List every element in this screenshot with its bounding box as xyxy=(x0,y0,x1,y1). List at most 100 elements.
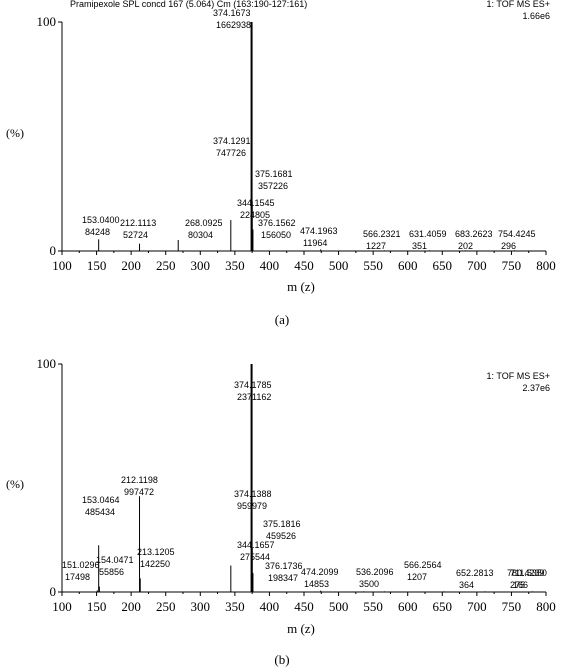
panel-b-x-tick-label: 250 xyxy=(156,599,176,614)
peak-intensity-label: 485434 xyxy=(85,507,115,517)
peak-intensity-label: 198347 xyxy=(268,573,298,583)
peak-mz-label: 474.1963 xyxy=(300,226,338,236)
peak-intensity-label: 1207 xyxy=(407,572,427,582)
panel-a-x-tick-label: 450 xyxy=(294,258,314,273)
peak-mz-label: 154.0471 xyxy=(96,555,134,565)
peak-mz-label: 780.4239 xyxy=(507,568,545,578)
peak-intensity-label: 959979 xyxy=(237,501,267,511)
peak-intensity-label: 3500 xyxy=(359,579,379,589)
peak-mz-label: 711.5350 xyxy=(510,568,547,578)
peak-mz-label: 153.0400 xyxy=(82,215,120,225)
peak-intensity-label: 202 xyxy=(458,241,473,251)
panel-a-x-tick-label: 700 xyxy=(467,258,487,273)
peak-intensity-label: 80304 xyxy=(188,230,213,240)
peak-intensity-label: 1227 xyxy=(366,241,386,251)
peak-intensity-label: 747726 xyxy=(216,148,246,158)
panel-a-x-tick-label: 200 xyxy=(121,258,141,273)
panel-b-x-tick-label: 150 xyxy=(87,599,107,614)
peak-mz-label: 374.1673 xyxy=(213,8,251,18)
peak-mz-label: 344.1657 xyxy=(237,540,275,550)
panel-a-header-left: Pramipexole SPL concd 167 (5.064) Cm (16… xyxy=(70,0,307,9)
peak-mz-label: 212.1198 xyxy=(121,475,158,485)
peak-intensity-label: 357226 xyxy=(258,181,288,191)
peak-mz-label: 652.2813 xyxy=(456,568,494,578)
peak-mz-label: 374.1785 xyxy=(234,380,272,390)
panel-b-header-right: 1: TOF MS ES+ xyxy=(487,371,550,381)
panel-a-x-axis-label: m (z) xyxy=(287,279,315,294)
panel-a-y-axis-label: (%) xyxy=(6,126,24,140)
peak-intensity-label: 997472 xyxy=(124,487,154,497)
panel-a-x-tick-label: 650 xyxy=(433,258,453,273)
panel-a-header-right: 1: TOF MS ES+ xyxy=(487,0,550,9)
panel-b-y-axis-label: (%) xyxy=(6,477,24,491)
peak-mz-label: 268.0925 xyxy=(185,218,223,228)
peak-mz-label: 375.1681 xyxy=(255,169,293,179)
peak-mz-label: 375.1816 xyxy=(263,519,301,529)
panel-b-x-tick-label: 200 xyxy=(121,599,141,614)
panel-b-x-tick-label: 300 xyxy=(191,599,211,614)
panel-a-x-ticks: 100 150 200 250 300 350 400 450 500 550 600 650 700 7… xyxy=(52,251,556,273)
panel-a-x-tick-label: 800 xyxy=(536,258,556,273)
peak-mz-label: 474.2099 xyxy=(301,567,339,577)
peak-mz-label: 376.1736 xyxy=(265,561,303,571)
panel-b-x-tick-label: 450 xyxy=(294,599,314,614)
peak-intensity-label: 84248 xyxy=(85,227,110,237)
peak-mz-label: 536.2096 xyxy=(356,567,394,577)
peak-intensity-label: 296 xyxy=(501,241,516,251)
peak-mz-label: 151.0296 xyxy=(62,560,100,570)
peak-intensity-label: 156050 xyxy=(261,230,291,240)
panel-a-y-tick-label: 100 xyxy=(37,14,57,29)
panel-a-x-tick-label: 150 xyxy=(87,258,107,273)
peak-mz-label: 344.1545 xyxy=(237,198,275,208)
peak-intensity-label: 55856 xyxy=(99,567,124,577)
panel-b-peaks xyxy=(96,364,533,592)
peak-intensity-label: 1662938 xyxy=(216,20,251,30)
panel-a-x-tick-label: 250 xyxy=(156,258,176,273)
peak-intensity-label: 351 xyxy=(412,241,427,251)
peak-intensity-label: 2371162 xyxy=(237,392,271,402)
panel-a-peaks xyxy=(98,22,515,251)
spectrum-panel-b: 1: TOF MS ES+ 2.37e6 (%) m (z) (b) 100 15… xyxy=(6,356,556,667)
panel-b-x-tick-label: 550 xyxy=(363,599,383,614)
peak-mz-label: 631.4059 xyxy=(409,229,447,239)
peak-intensity-label: 166 xyxy=(513,580,528,590)
panel-b-header-right-sub: 2.37e6 xyxy=(522,383,550,393)
panel-a-x-tick-label: 600 xyxy=(398,258,418,273)
panel-a-label: (a) xyxy=(275,312,289,327)
panel-b-x-ticks: 100 150 200 250 300 350 400 450 500 550 600 650 700 7… xyxy=(52,592,556,614)
peak-intensity-label: 14853 xyxy=(304,579,329,589)
panel-b-x-tick-label: 600 xyxy=(398,599,418,614)
peak-intensity-label: 275544 xyxy=(240,552,270,562)
panel-a-annotations: 153.0400 84248 212.1113 52724 268.0925 80304 3… xyxy=(82,8,536,251)
panel-b-y-ticks: 0 100 xyxy=(37,356,62,599)
panel-b-y-tick-label: 0 xyxy=(50,584,57,599)
peak-intensity-label: 17498 xyxy=(65,572,90,582)
peak-intensity-label: 11964 xyxy=(303,238,327,248)
peak-mz-label: 374.1291 xyxy=(213,136,251,146)
panel-a-header-right-sub: 1.66e6 xyxy=(522,11,550,21)
spectrum-panel-a: Pramipexole SPL concd 167 (5.064) Cm (16… xyxy=(6,0,556,327)
panel-a-x-tick-label: 350 xyxy=(225,258,245,273)
peak-mz-label: 374.1388 xyxy=(234,489,272,499)
panel-b-y-tick-label: 100 xyxy=(37,356,57,371)
peak-intensity-label: 459526 xyxy=(266,531,296,541)
panel-a-x-tick-label: 100 xyxy=(52,258,72,273)
panel-b-x-tick-label: 100 xyxy=(52,599,72,614)
panel-a-y-ticks: 0 100 xyxy=(37,14,62,258)
peak-mz-label: 566.2321 xyxy=(363,229,401,239)
panel-b-x-tick-label: 700 xyxy=(467,599,487,614)
peak-mz-label: 212.1113 xyxy=(120,218,156,228)
peak-intensity-label: 142250 xyxy=(140,559,170,569)
peak-intensity-label: 275 xyxy=(510,580,525,590)
panel-b-label: (b) xyxy=(274,652,289,667)
panel-b-x-tick-label: 800 xyxy=(536,599,556,614)
panel-b-x-tick-label: 400 xyxy=(260,599,280,614)
peak-mz-label: 213.1205 xyxy=(137,547,175,557)
peak-intensity-label: 52724 xyxy=(123,230,148,240)
panel-b-x-axis-label: m (z) xyxy=(287,621,315,636)
panel-a-x-tick-label: 300 xyxy=(191,258,211,273)
panel-b-x-tick-label: 650 xyxy=(433,599,453,614)
peak-intensity-label: 224805 xyxy=(240,210,270,220)
panel-a-x-tick-label: 750 xyxy=(502,258,522,273)
